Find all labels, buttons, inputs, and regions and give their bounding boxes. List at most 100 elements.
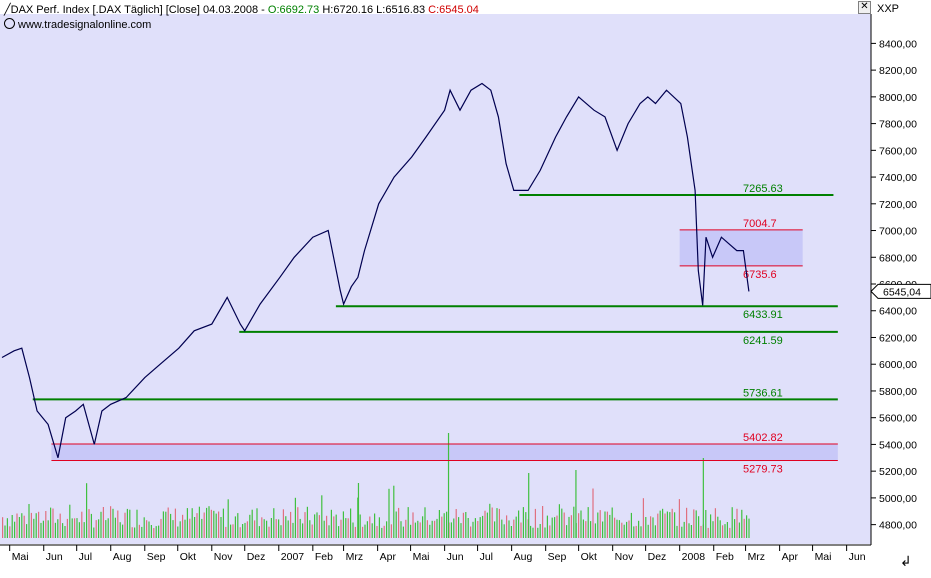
volume-bar — [436, 518, 438, 538]
volume-bar — [323, 520, 325, 538]
volume-bar — [357, 483, 360, 538]
volume-bar — [208, 506, 210, 538]
volume-bar — [477, 521, 479, 538]
volume-bar — [362, 526, 364, 538]
horizontal-lines-layer: 7265.63 7004.7 6735.6 6433.91 6241.59 5736.61… — [32, 183, 838, 476]
last-price-label: 6545,04 — [883, 286, 921, 298]
volume-bar — [174, 508, 176, 538]
volume-bar — [746, 515, 748, 538]
x-tick-label: Jun — [447, 551, 464, 563]
volume-bar — [717, 516, 719, 538]
volume-bar — [525, 512, 527, 538]
volume-bar — [707, 527, 709, 538]
volume-bar — [16, 513, 18, 538]
volume-bar — [447, 433, 450, 538]
volume-bar — [683, 521, 685, 538]
level-label-6433.91: 6433.91 — [743, 309, 783, 321]
volume-bar — [628, 520, 630, 538]
close-icon[interactable]: ✕ — [858, 1, 871, 14]
volume-bar — [335, 514, 337, 538]
resize-corner-icon[interactable]: ↲ — [900, 553, 912, 569]
volume-bar — [508, 520, 510, 538]
volume-bar — [633, 526, 635, 538]
volume-bar — [402, 526, 404, 538]
volume-bar — [462, 512, 464, 538]
low-value: L:6516.83 — [376, 4, 426, 16]
volume-bar — [76, 518, 78, 538]
x-tick-label: 2007 — [281, 551, 305, 563]
volume-bar — [546, 515, 548, 538]
volume-bar — [729, 527, 731, 538]
volume-bar — [621, 522, 623, 538]
volume-bar — [138, 524, 140, 538]
volume-bar — [333, 516, 335, 538]
volume-bar — [503, 524, 505, 538]
volume-bar — [309, 520, 311, 538]
volume-bar — [597, 512, 599, 538]
price-layer — [1, 82, 750, 458]
volume-bar — [578, 513, 580, 538]
volume-bar — [117, 510, 119, 538]
x-tick-label: Nov — [214, 551, 233, 563]
volume-bar — [57, 519, 59, 538]
volume-bar — [239, 527, 241, 538]
volume-bar — [150, 525, 152, 538]
volume-bar — [530, 525, 532, 538]
volume-bar — [268, 526, 270, 538]
volume-bar — [112, 508, 114, 538]
volume-bar — [261, 517, 263, 538]
website-link[interactable]: www.tradesignalonline.com — [18, 19, 152, 31]
volume-bar — [206, 507, 208, 538]
volume-bar — [438, 510, 440, 538]
volume-bar — [69, 504, 71, 538]
volume-bar — [131, 527, 133, 538]
volume-bar — [210, 509, 212, 538]
volume-bar — [186, 508, 188, 538]
x-tick-label: Mrz — [748, 551, 766, 563]
y-tick-label: 8400,00 — [879, 38, 917, 50]
volume-bar — [712, 521, 714, 538]
x-tick-label: Okt — [180, 551, 196, 563]
x-tick-label: Jul — [79, 551, 92, 563]
x-tick-label: Mai — [815, 551, 832, 563]
volume-bar — [642, 498, 644, 538]
volume-bar — [618, 520, 620, 538]
level-label-6735.6: 6735.6 — [743, 269, 777, 281]
y-tick-label: 6000,00 — [879, 359, 917, 371]
volume-bar — [731, 507, 733, 538]
volume-bar — [635, 525, 637, 538]
volume-bar — [465, 512, 467, 538]
volume-bar — [669, 512, 671, 538]
x-tick-label: Aug — [113, 551, 132, 563]
volume-bar — [64, 526, 66, 538]
volume-bar — [455, 509, 457, 538]
volume-bar — [681, 526, 683, 538]
volume-bar — [724, 524, 726, 538]
volume-bar — [275, 519, 277, 538]
volume-bar — [50, 507, 52, 538]
volume-bar — [410, 524, 412, 538]
y-axis: 4800,00 5000,00 5200,00 5400,00 5600,00 5800,… — [870, 14, 931, 545]
volume-bar — [412, 512, 414, 538]
volume-bar — [542, 506, 544, 538]
volume-bar — [263, 519, 265, 538]
volume-bar — [326, 515, 328, 538]
volume-bar — [249, 514, 251, 538]
price-line — [1, 82, 750, 458]
volume-bar — [290, 511, 292, 538]
volume-bar — [359, 514, 361, 538]
volume-bar — [146, 520, 148, 538]
volume-bar — [606, 511, 608, 538]
volume-bar — [705, 510, 707, 538]
instrument-name: DAX Perf. Index [.DAX — [10, 4, 122, 16]
volume-bar — [234, 516, 236, 538]
volume-bar — [522, 507, 524, 538]
volume-bar — [81, 511, 83, 538]
volume-bar — [342, 511, 344, 538]
last-price-marker — [870, 283, 931, 299]
volume-bar — [338, 526, 340, 538]
volume-bar — [345, 518, 347, 538]
volume-bar — [52, 508, 54, 538]
